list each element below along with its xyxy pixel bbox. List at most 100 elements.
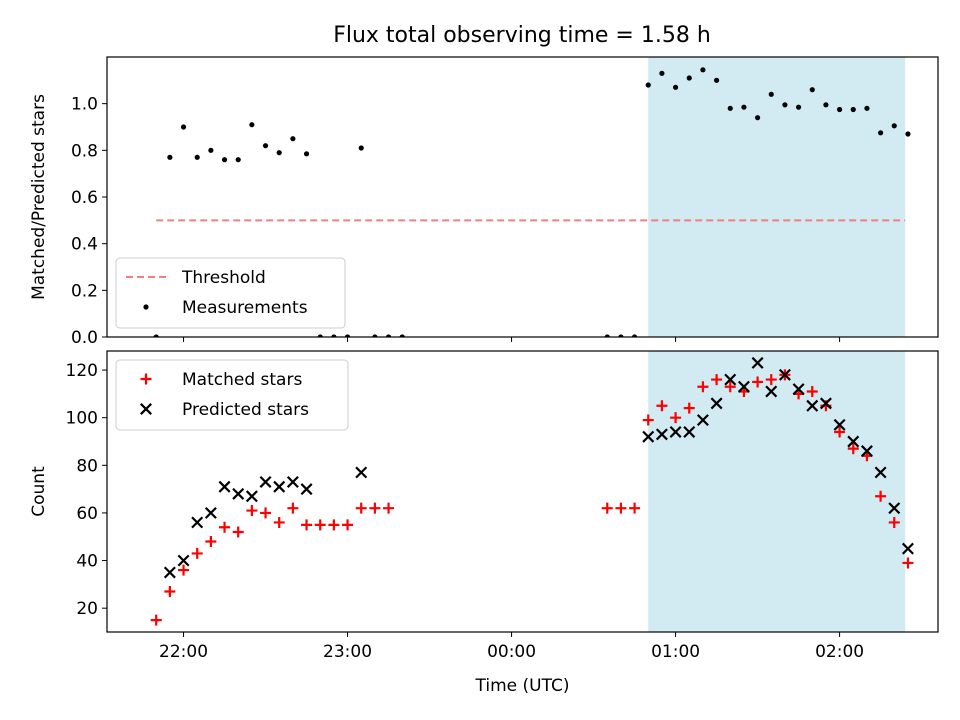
matched-stars-point [642, 414, 654, 426]
matched-stars-point [191, 547, 203, 559]
y-tick-label: 120 [66, 361, 98, 381]
x-tick-label: 00:00 [487, 642, 536, 662]
measurements-point [645, 82, 651, 88]
measurements-point [905, 131, 911, 137]
y-tick-label: 60 [76, 504, 98, 524]
measurements-point [290, 136, 296, 142]
y-axis-label: Count [29, 466, 49, 517]
measurements-point [891, 123, 897, 129]
predicted-stars-point [177, 554, 190, 567]
plot-area [153, 57, 911, 337]
predicted-stars-point [888, 502, 901, 515]
measurements-point [877, 130, 884, 136]
matched-stars-point [615, 502, 627, 514]
measurements-point [618, 334, 624, 337]
bottom-panel-count: 20 40 60 80 100 120 22:00 23:00 00:00 01:00 02:00 C… [29, 350, 939, 696]
measurements-point [754, 115, 761, 121]
measurements-point [700, 67, 706, 73]
measurements-point [864, 105, 870, 111]
predicted-stars-point [259, 475, 272, 488]
measurements-point [850, 106, 856, 113]
measurements-point [782, 102, 788, 108]
matched-stars-point [314, 519, 326, 531]
measurements-point [631, 334, 638, 337]
measurements-point [331, 334, 337, 337]
legend-marker-swatch [140, 403, 152, 415]
axes-frame [106, 350, 939, 633]
measurements-point [809, 87, 815, 93]
matched-stars-point [383, 502, 395, 514]
matched-stars-point [205, 536, 217, 548]
predicted-stars-point [642, 430, 655, 443]
y-tick-label: 0.6 [71, 188, 98, 208]
predicted-stars-point [819, 397, 832, 410]
predicted-stars-point [683, 425, 696, 438]
matched-stars-point [656, 400, 668, 412]
y-tick-label: 40 [76, 552, 98, 572]
predicted-stars-point [669, 425, 682, 438]
y-tick-label: 0.8 [71, 141, 98, 161]
measurements-point [276, 150, 282, 156]
y-tick-label: 1.0 [71, 95, 98, 115]
measurements-point [686, 75, 692, 81]
measurements-point [180, 124, 187, 130]
matched-stars-point [342, 519, 354, 531]
y-tick-label: 0.4 [71, 235, 98, 255]
matched-stars-point [697, 381, 709, 393]
measurements-point [385, 334, 392, 337]
matched-stars-point [246, 505, 258, 517]
predicted-stars-point [792, 383, 805, 396]
predicted-stars-point [273, 480, 286, 493]
y-tick-label: 100 [66, 409, 98, 429]
matched-stars-point [164, 586, 176, 598]
x-tick-label: 02:00 [815, 642, 864, 662]
measurements-point [221, 157, 228, 163]
legend-label: Predicted stars [182, 400, 309, 420]
matched-stars-point [847, 443, 859, 455]
matched-stars-point [601, 502, 613, 514]
matched-stars-point [260, 507, 272, 519]
measurements-point [741, 104, 747, 110]
predicted-stars-point [163, 566, 176, 579]
predicted-stars-point [806, 399, 819, 412]
legend-label: Measurements [182, 298, 308, 318]
measurements-point [823, 102, 829, 108]
measurements-point [836, 106, 843, 113]
predicted-stars-point [847, 435, 860, 448]
top-panel-ratio: 0.0 0.2 0.4 0.6 0.8 1.0 Matched/Predicted star… [29, 56, 939, 348]
matched-stars-point [765, 374, 777, 386]
x-tick-label: 22:00 [159, 642, 208, 662]
x-tick-label: 01:00 [651, 642, 700, 662]
measurements-point [672, 84, 679, 90]
predicted-stars-point [655, 428, 668, 441]
observing-span-highlight [648, 57, 906, 337]
legend: Threshold Measurements [115, 257, 346, 329]
measurements-point [372, 334, 378, 337]
matched-stars-point [150, 614, 162, 626]
y-axis-label: Matched/Predicted stars [29, 94, 49, 300]
observing-span-highlight [648, 351, 906, 632]
y-tick-label: 80 [76, 456, 98, 476]
matched-stars-point [328, 519, 340, 531]
predicted-stars-point [191, 516, 204, 529]
measurements-point [153, 334, 159, 337]
matched-stars-point [724, 381, 736, 393]
measurements-point [249, 122, 255, 128]
legend-box [115, 359, 349, 431]
matched-stars-point [902, 557, 914, 569]
legend-marker-swatch [140, 373, 152, 385]
predicted-stars-point [765, 385, 778, 398]
measurements-point [604, 334, 610, 337]
measurements-point [344, 334, 351, 337]
y-tick-label: 0.0 [71, 328, 98, 348]
legend-box [115, 257, 346, 329]
measurements-point [194, 154, 200, 160]
measurements-point [208, 147, 214, 153]
matched-stars-point [287, 502, 299, 514]
matched-stars-point [683, 402, 695, 414]
measurements-point [727, 105, 733, 111]
y-tick-label: 20 [76, 599, 98, 619]
matched-stars-point [219, 521, 231, 533]
matched-stars-point [806, 385, 818, 397]
